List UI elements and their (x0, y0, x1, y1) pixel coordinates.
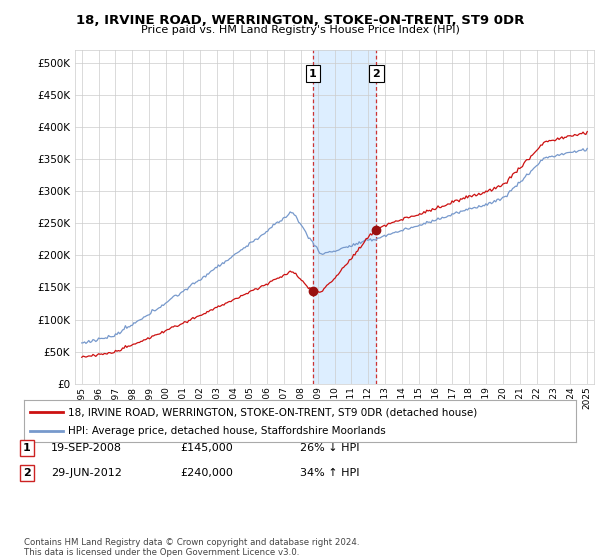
Text: £145,000: £145,000 (180, 443, 233, 453)
Bar (313, 50, 376, 384)
Text: 1: 1 (309, 69, 317, 79)
Text: Contains HM Land Registry data © Crown copyright and database right 2024.
This d: Contains HM Land Registry data © Crown c… (24, 538, 359, 557)
Text: 34% ↑ HPI: 34% ↑ HPI (300, 468, 359, 478)
Text: 19-SEP-2008: 19-SEP-2008 (51, 443, 122, 453)
Text: 18, IRVINE ROAD, WERRINGTON, STOKE-ON-TRENT, ST9 0DR (detached house): 18, IRVINE ROAD, WERRINGTON, STOKE-ON-TR… (68, 407, 478, 417)
Text: 29-JUN-2012: 29-JUN-2012 (51, 468, 122, 478)
Text: 1: 1 (23, 443, 31, 453)
Text: £240,000: £240,000 (180, 468, 233, 478)
Text: 26% ↓ HPI: 26% ↓ HPI (300, 443, 359, 453)
Text: HPI: Average price, detached house, Staffordshire Moorlands: HPI: Average price, detached house, Staf… (68, 426, 386, 436)
Text: 18, IRVINE ROAD, WERRINGTON, STOKE-ON-TRENT, ST9 0DR: 18, IRVINE ROAD, WERRINGTON, STOKE-ON-TR… (76, 14, 524, 27)
Text: 2: 2 (23, 468, 31, 478)
Text: 2: 2 (373, 69, 380, 79)
Text: Price paid vs. HM Land Registry's House Price Index (HPI): Price paid vs. HM Land Registry's House … (140, 25, 460, 35)
